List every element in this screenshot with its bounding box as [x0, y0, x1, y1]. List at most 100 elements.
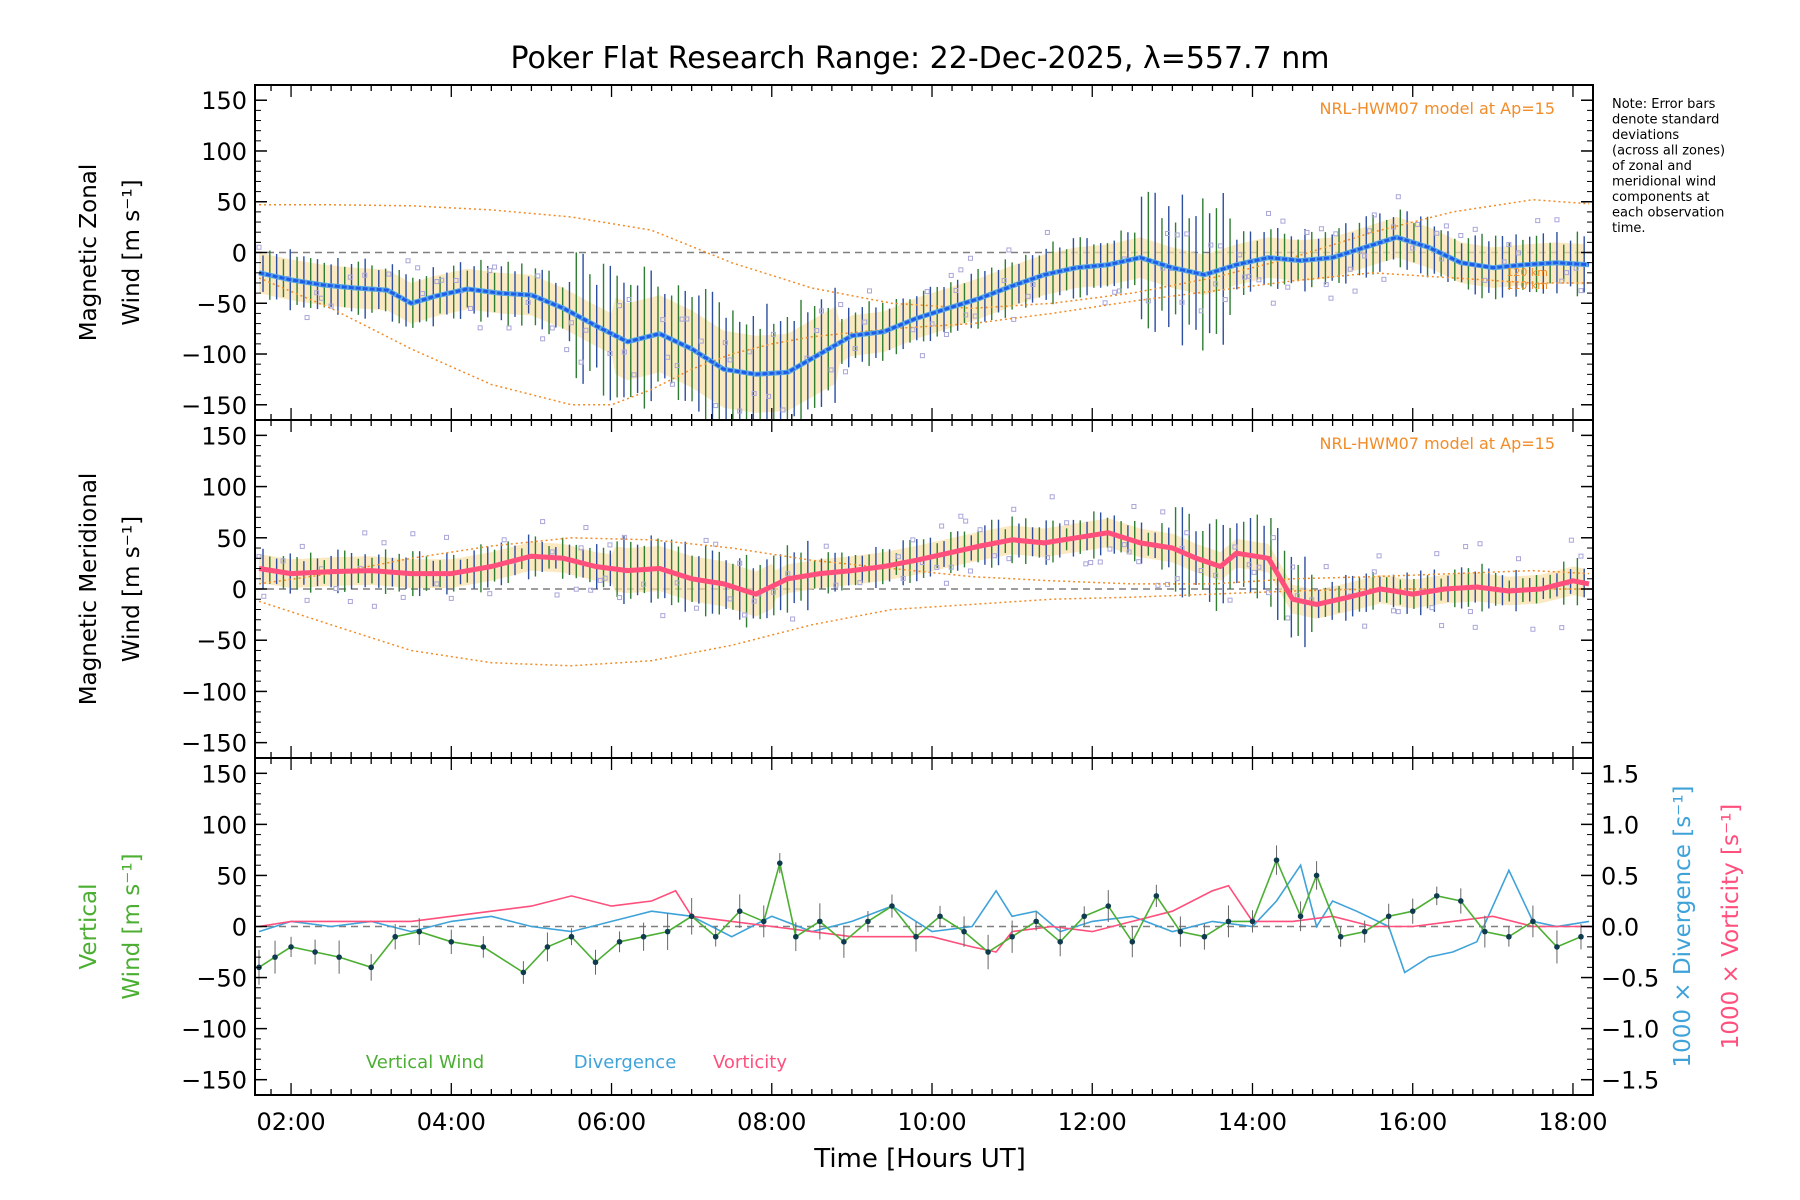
- meridional-scatter-point: [554, 592, 560, 598]
- meridional-scatter-point: [1049, 494, 1055, 500]
- vertical-wind-point: [416, 928, 423, 935]
- zonal-y-tick-label: −100: [181, 341, 247, 369]
- vertical-wind-point: [1057, 939, 1064, 945]
- zonal-scatter-point: [1237, 252, 1243, 258]
- zonal-scatter-point: [1025, 293, 1031, 299]
- zonal-scatter-point: [1280, 218, 1286, 224]
- meridional-scatter-point: [1044, 555, 1050, 561]
- meridional-scatter-point: [540, 519, 546, 525]
- vertical-wind-point: [760, 918, 767, 925]
- zonal-scatter-point: [838, 302, 844, 308]
- zonal-scatter-point: [862, 319, 868, 325]
- zonal-scatter-point: [660, 317, 666, 323]
- zonal-scatter-point: [1333, 231, 1339, 237]
- zonal-scatter-point: [770, 331, 776, 337]
- zonal-scatter-point: [1506, 242, 1512, 248]
- zonal-scatter-point: [405, 258, 411, 264]
- x-tick-label: 06:00: [577, 1108, 646, 1136]
- zonal-scatter-point: [1395, 194, 1401, 200]
- zonal-scatter-point: [419, 291, 425, 297]
- vertical-wind-point: [1009, 933, 1015, 940]
- zonal-scatter-point: [746, 349, 752, 355]
- meridional-scatter-point: [1232, 544, 1238, 550]
- zonal-scatter-point: [1362, 253, 1368, 259]
- vertical-y-axis-label-line1: Vertical: [76, 883, 102, 969]
- zonal-scatter-point: [1213, 281, 1219, 287]
- meridional-scatter-point: [578, 545, 584, 551]
- vertical-wind-point: [1129, 939, 1136, 945]
- x-tick-label: 02:00: [256, 1108, 325, 1136]
- meridional-scatter-point: [573, 586, 579, 592]
- note-line: (across all zones): [1612, 144, 1725, 159]
- zonal-scatter-point: [953, 287, 959, 293]
- meridional-scatter-point: [641, 581, 647, 587]
- meridional-scatter-point: [1131, 504, 1137, 510]
- zonal-y-tick-label: 150: [201, 87, 247, 115]
- vertical-wind-point: [1177, 928, 1184, 935]
- note-line: deviations: [1612, 128, 1679, 143]
- meridional-scatter-point: [617, 595, 623, 601]
- zonal-scatter-point: [578, 359, 584, 365]
- zonal-y-tick-label: −50: [196, 290, 247, 318]
- meridional-scatter-point: [1088, 560, 1094, 566]
- zonal-scatter-point: [1266, 210, 1272, 216]
- vertical-wind-point: [664, 928, 671, 935]
- meridional-scatter-point: [1266, 590, 1272, 596]
- vertical-y-axis-label-line2: Wind [m s⁻¹]: [119, 853, 145, 999]
- zonal-scatter-point: [867, 288, 873, 294]
- vertical-wind-point: [1361, 928, 1368, 935]
- meridional-scatter-point: [1578, 553, 1584, 559]
- zonal-scatter-point: [607, 350, 613, 356]
- meridional-y-tick-label: 0: [232, 576, 247, 604]
- zonal-scatter-point: [1044, 229, 1050, 235]
- zonal-scatter-point: [919, 353, 925, 359]
- zonal-scatter-point: [626, 297, 632, 303]
- meridional-scatter-point: [443, 534, 449, 540]
- meridional-scatter-point: [1006, 556, 1012, 562]
- meridional-scatter-point: [1097, 559, 1103, 565]
- zonal-scatter-point: [1198, 308, 1204, 314]
- meridional-scatter-point: [943, 580, 949, 586]
- zonal-scatter-point: [487, 268, 493, 274]
- x-tick-label: 10:00: [897, 1108, 966, 1136]
- zonal-y-tick-label: 0: [232, 240, 247, 268]
- meridional-scatter-point: [1246, 562, 1252, 568]
- meridional-scatter-point: [1391, 608, 1397, 614]
- zonal-model-curve-1: [259, 198, 1590, 310]
- zonal-scatter-point: [564, 347, 570, 353]
- zonal-scatter-point: [842, 369, 848, 375]
- meridional-scatter-point: [1126, 549, 1132, 555]
- zonal-scatter-point: [722, 340, 728, 346]
- zonal-scatter-point: [1443, 223, 1449, 229]
- zonal-scatter-point: [1011, 316, 1017, 322]
- legend-divergence: Divergence: [574, 1052, 677, 1073]
- zonal-scatter-point: [477, 325, 483, 331]
- meridional-scatter-point: [362, 530, 368, 536]
- zonal-scatter-point: [540, 336, 546, 342]
- meridional-scatter-point: [1323, 564, 1329, 570]
- zonal-scatter-point: [751, 391, 757, 397]
- vertical-wind-point: [336, 954, 342, 960]
- meridional-scatter-point: [487, 591, 493, 597]
- meridional-scatter-point: [304, 597, 310, 603]
- vertical-wind-point: [688, 913, 695, 920]
- zonal-scatter-point: [1222, 297, 1228, 303]
- vertical-y-tick-label: 50: [216, 862, 247, 890]
- zonal-scatter-point: [943, 332, 949, 338]
- vertical-wind-point: [616, 939, 623, 945]
- vertical-wind-point: [592, 959, 599, 966]
- vertical-wind-point: [889, 903, 895, 909]
- vertical-wind-point: [961, 928, 967, 935]
- zonal-scatter-point: [1554, 217, 1560, 223]
- meridional-scatter-point: [400, 594, 406, 600]
- vertical-wind-point: [1033, 918, 1039, 925]
- meridional-scatter-point: [381, 540, 387, 546]
- meridional-scatter-point: [1270, 535, 1276, 541]
- meridional-mean-line: [258, 530, 1590, 607]
- meridional-scatter-point: [371, 603, 377, 609]
- zonal-scatter-point: [506, 325, 512, 331]
- zonal-plot-area: [255, 191, 1593, 420]
